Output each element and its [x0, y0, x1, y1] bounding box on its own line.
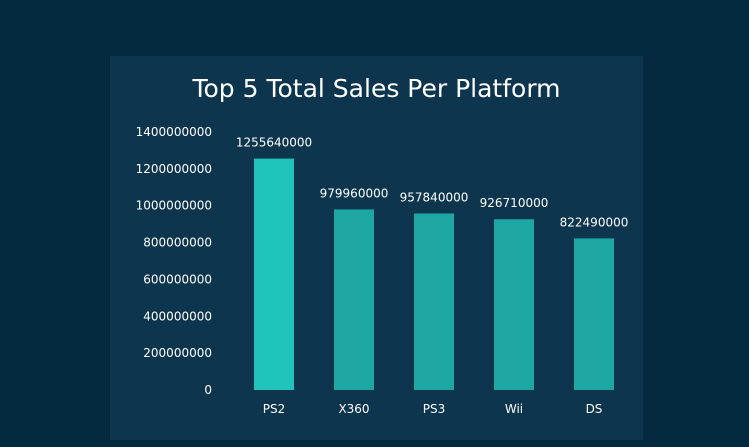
- x-tick-label: DS: [586, 402, 603, 416]
- data-label: 1255640000: [236, 136, 312, 150]
- y-tick-label: 800000000: [143, 236, 212, 250]
- chart-title: Top 5 Total Sales Per Platform: [192, 74, 561, 103]
- data-label: 957840000: [400, 190, 469, 204]
- bar-chart: 0 200000000 400000000 600000000 800000000 100…: [136, 125, 629, 416]
- x-tick-label: PS3: [423, 402, 446, 416]
- y-tick-label: 200000000: [143, 346, 212, 360]
- x-tick-label: PS2: [263, 402, 286, 416]
- bar: [494, 219, 534, 390]
- bar: [254, 158, 294, 390]
- data-label: 926710000: [480, 196, 549, 210]
- y-tick-label: 1000000000: [136, 199, 212, 213]
- y-tick-label: 600000000: [143, 272, 212, 286]
- bar: [334, 209, 374, 390]
- chart-card: Top 5 Total Sales Per Platform 0 20000000…: [110, 56, 643, 440]
- data-label: 979960000: [320, 186, 389, 200]
- y-tick-label: 400000000: [143, 309, 212, 323]
- bar: [414, 213, 454, 390]
- y-tick-label: 1400000000: [136, 125, 212, 139]
- bar: [574, 238, 614, 390]
- y-tick-label: 1200000000: [136, 162, 212, 176]
- x-tick-label: Wii: [505, 402, 523, 416]
- y-tick-label: 0: [204, 383, 212, 397]
- data-label: 822490000: [560, 215, 629, 229]
- x-tick-label: X360: [338, 402, 369, 416]
